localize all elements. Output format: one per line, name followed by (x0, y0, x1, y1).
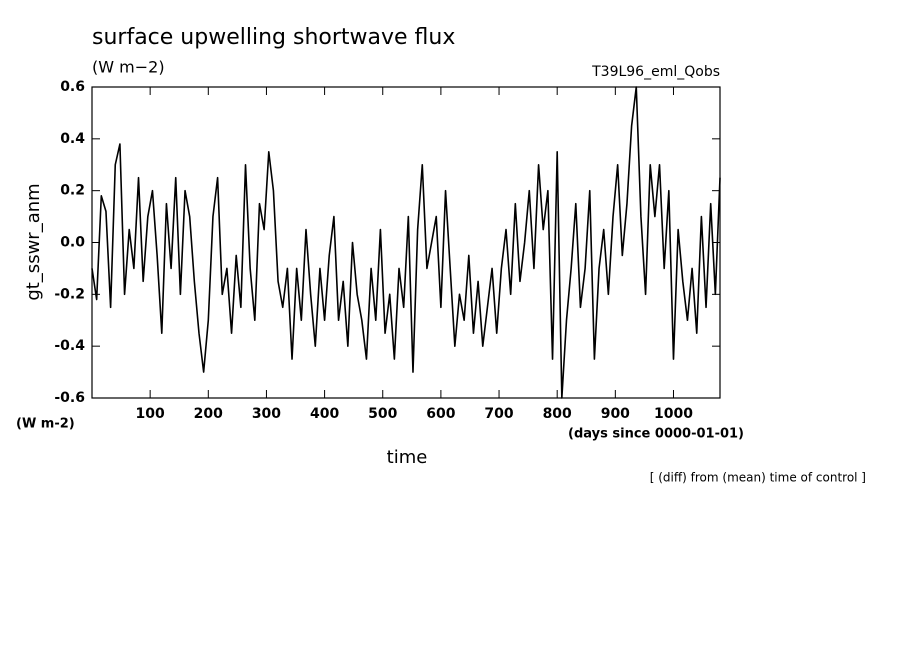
x-tick-label: 100 (136, 406, 165, 422)
x-tick-label: 700 (484, 406, 513, 422)
subtitle: (W m−2) (92, 58, 165, 77)
x-tick-label: 200 (194, 406, 223, 422)
x-tick-label: 400 (310, 406, 339, 422)
x-tick-label: 300 (252, 406, 281, 422)
y-tick-label: 0.4 (60, 131, 85, 147)
plot-frame (91, 86, 721, 399)
note: [ (diff) from (mean) time of control ] (650, 471, 866, 485)
x-axis-label: time (387, 447, 428, 468)
x-tick-label: 600 (426, 406, 455, 422)
x-tick-label: 1000 (654, 406, 693, 422)
x-tick-label: 800 (543, 406, 572, 422)
y-tick-label: -0.4 (54, 338, 85, 354)
y-axis-label: gt_sswr_anm (23, 183, 44, 300)
x-tick-label: 500 (368, 406, 397, 422)
y-tick-label: 0.2 (60, 183, 85, 199)
chart-title: surface upwelling shortwave flux (92, 25, 455, 50)
y-tick-label: -0.6 (54, 390, 85, 406)
y-units: (W m-2) (16, 417, 75, 432)
x-tick-label: 900 (601, 406, 630, 422)
run-label: T39L96_eml_Qobs (591, 64, 720, 80)
x-units: (days since 0000-01-01) (568, 427, 744, 442)
y-tick-label: 0.0 (60, 235, 85, 251)
data-line (91, 86, 721, 399)
y-tick-label: 0.6 (60, 79, 85, 95)
y-tick-label: -0.2 (54, 286, 85, 302)
